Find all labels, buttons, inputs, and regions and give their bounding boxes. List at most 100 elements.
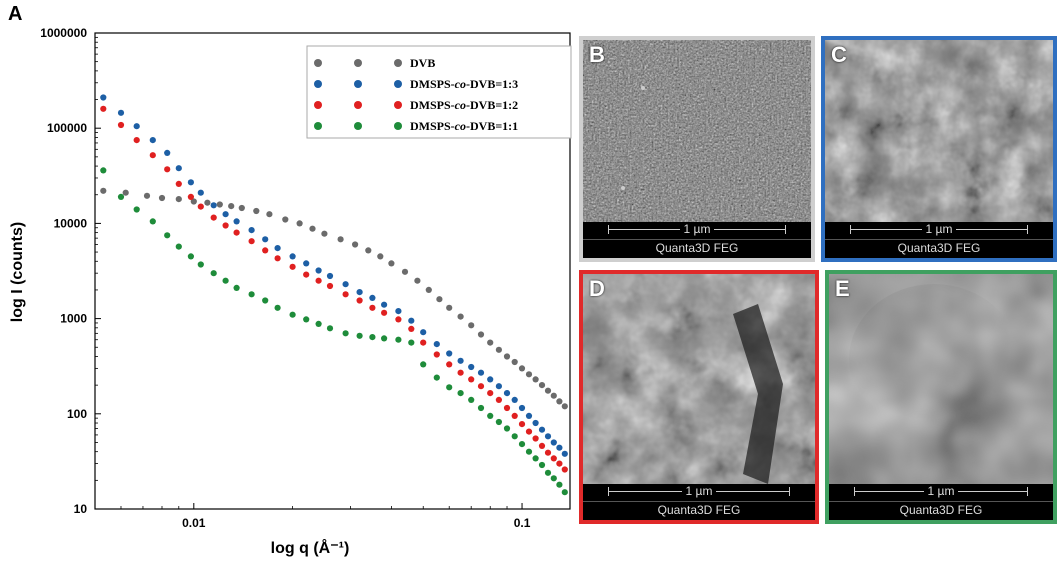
data-point — [381, 309, 388, 316]
data-point — [544, 387, 552, 394]
data-point — [477, 369, 485, 376]
data-point — [321, 230, 328, 237]
series-1 — [100, 94, 568, 457]
data-point — [538, 461, 546, 469]
data-point — [538, 426, 546, 433]
sem-panel-label: C — [831, 42, 847, 67]
data-point — [356, 332, 363, 339]
data-point — [503, 404, 511, 412]
data-point — [561, 466, 568, 473]
data-point — [518, 404, 526, 412]
data-point — [133, 206, 140, 213]
data-point — [365, 247, 372, 254]
data-point — [187, 193, 194, 200]
data-point — [395, 308, 402, 315]
data-point — [408, 317, 415, 324]
data-point — [525, 428, 533, 435]
data-point — [352, 241, 359, 248]
data-point — [544, 469, 552, 476]
data-point — [408, 339, 415, 346]
legend-marker — [354, 101, 362, 109]
data-point — [164, 166, 171, 173]
x-tick-label: 0.01 — [182, 516, 206, 530]
saxs-chart: A 10 100 1000 10000 100000 1000000 0.01 0.1 lo… — [8, 3, 572, 557]
sem-panel-c: C 1 µm Quanta3D FEG — [821, 36, 1057, 262]
data-point — [532, 419, 539, 427]
data-point — [495, 418, 502, 426]
data-point — [149, 152, 156, 159]
data-point — [222, 211, 229, 218]
data-point — [289, 311, 296, 318]
data-point — [197, 189, 204, 196]
data-point — [525, 448, 533, 455]
data-point — [100, 187, 107, 194]
data-point — [296, 220, 303, 227]
legend-label: DMSPS-co-DVB=1:2 — [410, 98, 518, 112]
data-point — [133, 123, 140, 130]
data-point — [149, 218, 156, 225]
data-point — [342, 281, 349, 288]
sem-panel-b: B 1 µm Quanta3D FEG — [579, 36, 815, 262]
data-point — [262, 236, 269, 243]
data-point — [433, 351, 440, 358]
data-point — [503, 353, 511, 360]
scale-bar: 1 µm Quanta3D FEG — [583, 484, 815, 520]
legend-label: DMSPS-co-DVB=1:1 — [410, 119, 518, 133]
data-point — [433, 374, 440, 381]
instrument-label: Quanta3D FEG — [655, 241, 739, 255]
data-point — [175, 196, 182, 203]
data-point — [420, 339, 427, 346]
legend-marker — [394, 122, 402, 130]
data-point — [381, 301, 388, 308]
data-point — [420, 361, 427, 368]
data-point — [550, 439, 557, 446]
data-point — [457, 313, 464, 320]
data-point — [414, 277, 421, 284]
data-point — [248, 291, 255, 298]
data-point — [561, 450, 568, 457]
data-point — [550, 475, 557, 482]
sem-panel-label: D — [589, 276, 605, 301]
data-point — [550, 455, 557, 462]
data-point — [446, 384, 453, 391]
scale-bar: 1 µm Quanta3D FEG — [583, 222, 811, 258]
legend-marker — [314, 59, 322, 67]
data-point — [326, 272, 334, 280]
data-point — [518, 441, 526, 448]
data-point — [233, 229, 240, 236]
data-point — [369, 304, 376, 311]
data-point — [222, 277, 229, 284]
y-tick-label: 10000 — [54, 216, 88, 230]
data-point — [420, 329, 427, 336]
data-point — [538, 442, 546, 449]
series-2 — [100, 105, 568, 473]
data-point — [315, 267, 322, 274]
data-point — [388, 260, 395, 267]
data-point — [511, 396, 518, 403]
data-point — [117, 121, 125, 129]
data-point — [210, 214, 217, 221]
data-point — [550, 392, 557, 399]
legend-label: DVB — [410, 56, 435, 70]
data-point — [468, 322, 475, 329]
data-point — [175, 165, 182, 172]
data-point — [274, 304, 281, 311]
data-point — [495, 396, 502, 403]
data-point — [518, 421, 526, 428]
data-point — [487, 376, 494, 383]
data-point — [238, 204, 245, 212]
series-0 — [100, 187, 568, 410]
data-point — [395, 316, 402, 323]
sem-image-b — [583, 40, 811, 230]
data-point — [222, 222, 229, 229]
legend-box — [306, 45, 572, 139]
data-point — [487, 412, 494, 419]
data-point — [503, 425, 511, 432]
data-point — [216, 201, 223, 208]
scale-bar: 1 µm Quanta3D FEG — [829, 484, 1053, 520]
y-tick-label: 1000000 — [40, 26, 87, 40]
data-point — [395, 336, 402, 343]
data-point — [282, 216, 289, 223]
data-point — [446, 304, 453, 311]
data-point — [477, 404, 485, 412]
